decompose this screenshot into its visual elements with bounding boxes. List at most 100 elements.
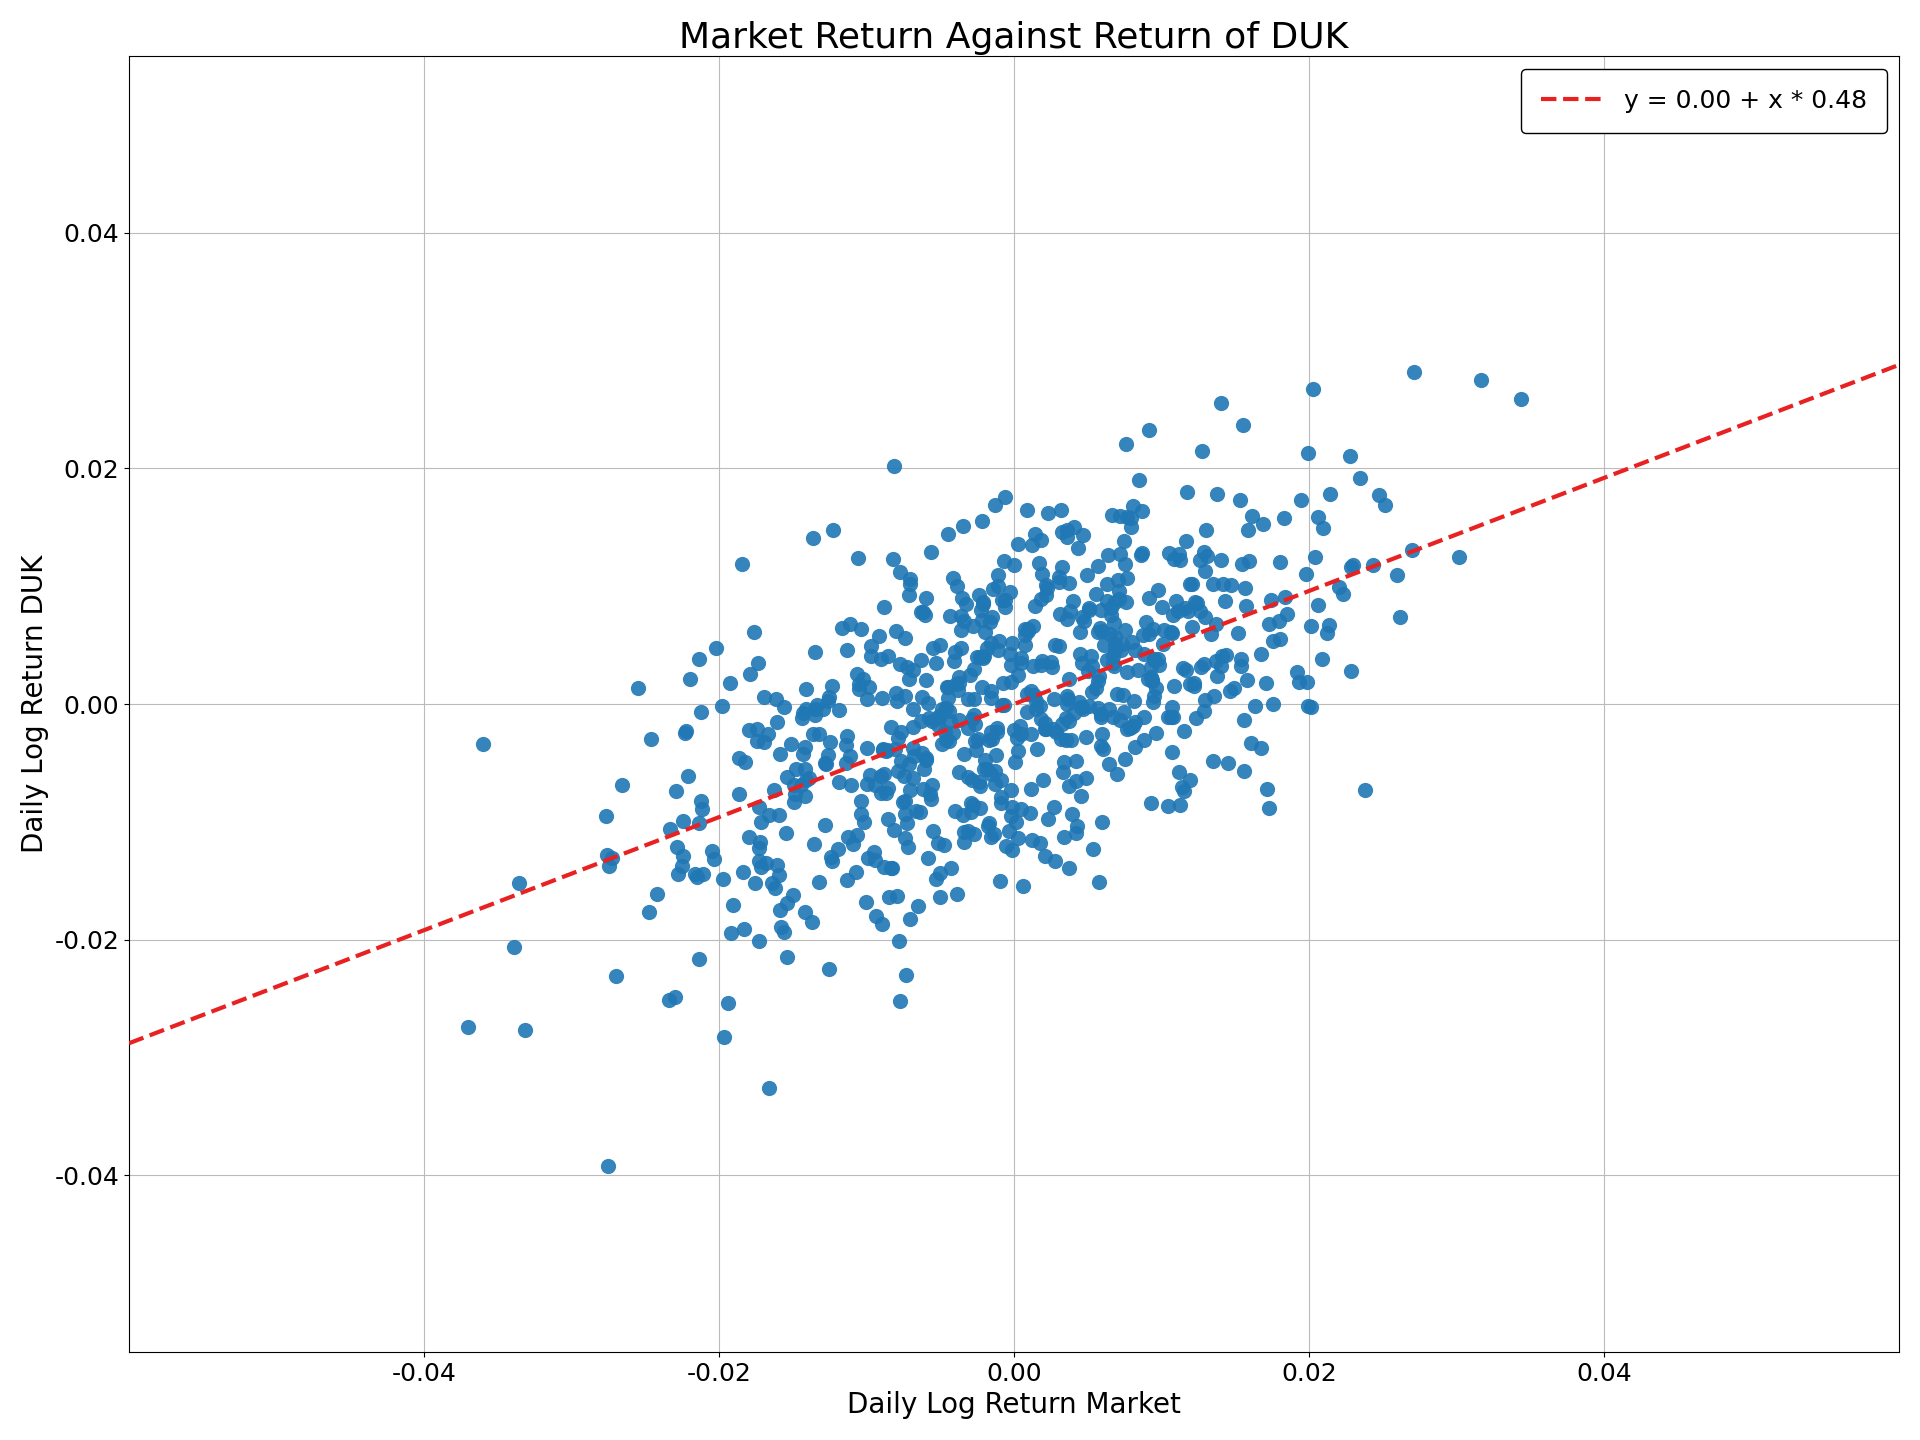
Point: [979, 822, 1010, 845]
Point: [1185, 549, 1215, 572]
Point: [1139, 649, 1169, 672]
Point: [1012, 683, 1043, 706]
Point: [1039, 634, 1069, 657]
Point: [593, 855, 624, 878]
Point: [1006, 651, 1037, 674]
Point: [1117, 714, 1148, 737]
Point: [768, 920, 799, 943]
Point: [712, 992, 743, 1015]
Point: [814, 685, 845, 708]
Point: [950, 593, 981, 616]
Point: [1198, 685, 1229, 708]
Point: [814, 958, 845, 981]
Point: [1210, 590, 1240, 613]
Point: [666, 854, 697, 877]
Point: [899, 658, 929, 681]
Point: [1231, 595, 1261, 618]
Point: [1010, 618, 1041, 641]
Point: [1123, 468, 1154, 491]
Point: [952, 717, 983, 740]
Point: [831, 868, 862, 891]
Point: [1058, 516, 1089, 539]
Point: [593, 1155, 624, 1178]
Point: [1198, 573, 1229, 596]
Point: [772, 891, 803, 914]
Point: [910, 747, 941, 770]
Point: [885, 721, 916, 744]
Point: [1092, 753, 1123, 776]
Point: [918, 819, 948, 842]
Point: [1229, 708, 1260, 732]
Point: [1052, 608, 1083, 631]
Point: [868, 762, 899, 785]
Point: [1265, 628, 1296, 651]
Point: [1058, 701, 1089, 724]
Point: [968, 757, 998, 780]
Point: [1102, 763, 1133, 786]
Point: [1219, 677, 1250, 700]
Point: [1016, 723, 1046, 746]
Point: [1225, 648, 1256, 671]
Point: [881, 681, 912, 704]
Point: [1127, 624, 1158, 647]
Point: [1250, 671, 1281, 694]
Point: [1089, 634, 1119, 657]
X-axis label: Daily Log Return Market: Daily Log Return Market: [847, 1391, 1181, 1420]
Point: [1142, 579, 1173, 602]
Point: [1100, 639, 1131, 662]
Point: [1041, 720, 1071, 743]
Point: [670, 720, 701, 743]
Point: [881, 690, 912, 713]
Point: [1206, 392, 1236, 415]
Point: [745, 811, 776, 834]
Point: [960, 730, 991, 753]
Point: [1012, 619, 1043, 642]
Point: [701, 636, 732, 660]
Point: [741, 717, 772, 740]
Point: [797, 910, 828, 933]
Point: [1284, 671, 1315, 694]
Point: [1031, 573, 1062, 596]
Point: [1060, 821, 1091, 844]
Point: [1087, 619, 1117, 642]
Point: [956, 769, 987, 792]
Point: [728, 917, 758, 940]
Point: [1315, 482, 1346, 505]
Point: [1066, 621, 1096, 644]
Point: [975, 611, 1006, 634]
Point: [1012, 616, 1043, 639]
Point: [985, 769, 1016, 792]
Point: [945, 760, 975, 783]
Point: [680, 863, 710, 886]
Point: [956, 707, 987, 730]
Point: [1054, 857, 1085, 880]
Point: [1010, 624, 1041, 647]
Point: [1119, 638, 1150, 661]
Point: [1384, 606, 1415, 629]
Point: [1027, 769, 1058, 792]
Point: [1020, 697, 1050, 720]
Point: [1098, 706, 1129, 729]
Point: [1336, 554, 1367, 577]
Point: [989, 550, 1020, 573]
Point: [985, 629, 1016, 652]
Point: [1002, 827, 1033, 850]
Point: [968, 593, 998, 616]
Point: [733, 719, 764, 742]
Point: [1046, 727, 1077, 750]
Point: [1002, 664, 1033, 687]
Point: [808, 698, 839, 721]
Point: [849, 811, 879, 834]
Point: [1092, 573, 1123, 596]
Point: [981, 720, 1012, 743]
Point: [996, 805, 1027, 828]
Point: [1025, 588, 1056, 611]
Point: [1071, 766, 1102, 789]
Point: [968, 645, 998, 668]
Point: [1098, 612, 1129, 635]
Point: [973, 729, 1004, 752]
Point: [933, 687, 964, 710]
Point: [662, 863, 693, 886]
Point: [943, 678, 973, 701]
Point: [1127, 500, 1158, 523]
